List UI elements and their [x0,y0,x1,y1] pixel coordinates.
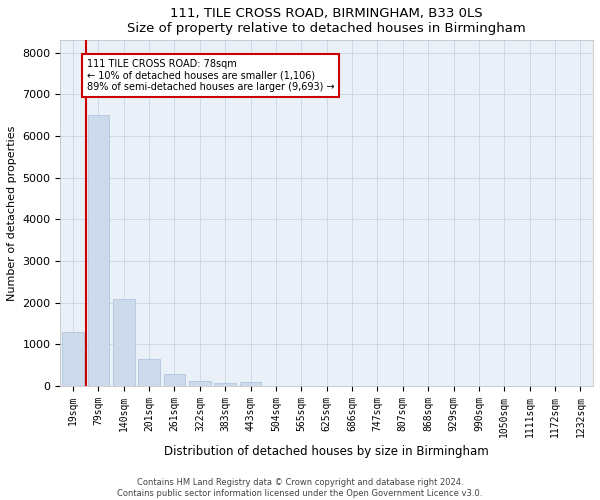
Bar [113,300,134,386]
Bar [62,332,84,386]
Text: 111 TILE CROSS ROAD: 78sqm
← 10% of detached houses are smaller (1,106)
89% of s: 111 TILE CROSS ROAD: 78sqm ← 10% of deta… [87,59,335,92]
Bar [189,381,211,386]
Bar [88,115,109,386]
Bar [240,382,262,386]
Bar [214,383,236,386]
Y-axis label: Number of detached properties: Number of detached properties [7,126,17,301]
X-axis label: Distribution of detached houses by size in Birmingham: Distribution of detached houses by size … [164,445,489,458]
Title: 111, TILE CROSS ROAD, BIRMINGHAM, B33 0LS
Size of property relative to detached : 111, TILE CROSS ROAD, BIRMINGHAM, B33 0L… [127,7,526,35]
Text: Contains HM Land Registry data © Crown copyright and database right 2024.
Contai: Contains HM Land Registry data © Crown c… [118,478,482,498]
Bar [164,374,185,386]
Bar [139,359,160,386]
